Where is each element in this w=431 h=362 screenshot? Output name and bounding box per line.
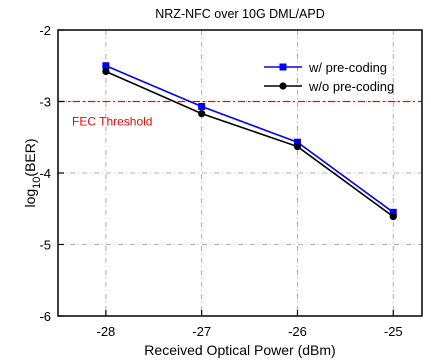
y-tick-label: -3 — [39, 95, 51, 110]
legend-item: w/ pre-coding — [264, 60, 387, 75]
y-axis-title-suffix: (BER) — [22, 138, 38, 176]
legend: w/ pre-coding w/o pre-coding — [264, 60, 394, 94]
y-tick-label: -5 — [39, 238, 51, 253]
x-tick-label: -26 — [288, 324, 307, 339]
y-tick-labels: -2 -3 -4 -5 -6 — [39, 23, 51, 324]
axis-ticks — [58, 29, 394, 317]
y-tick-label: -2 — [39, 23, 51, 38]
y-axis-title: log10(BER) — [22, 138, 43, 207]
chart-title: NRZ-NFC over 10G DML/APD — [155, 7, 324, 21]
fec-threshold: FEC Threshold — [58, 100, 422, 129]
series-line — [105, 65, 394, 213]
series-without-precoding — [102, 67, 397, 221]
x-tick-label: -28 — [96, 324, 115, 339]
legend-label: w/o pre-coding — [308, 79, 394, 94]
series-with-precoding — [102, 62, 397, 216]
data-point — [102, 62, 110, 70]
x-tick-label: -25 — [384, 324, 403, 339]
series-line — [105, 70, 394, 218]
legend-item: w/o pre-coding — [264, 79, 394, 94]
data-point — [389, 208, 397, 216]
data-point — [102, 67, 110, 76]
data-point — [389, 213, 397, 221]
fec-threshold-label: FEC Threshold — [72, 115, 152, 129]
y-tick-label: -6 — [39, 309, 51, 324]
legend-label: w/ pre-coding — [308, 60, 387, 75]
legend-marker — [279, 63, 287, 71]
x-tick-label: -27 — [192, 324, 211, 339]
data-point — [293, 138, 301, 146]
data-point — [198, 110, 206, 118]
y-axis-title-subscript: 10 — [31, 177, 43, 189]
series-layer — [102, 62, 397, 221]
data-point — [293, 142, 302, 151]
x-tick-labels: -28 -27 -26 -25 — [96, 324, 402, 339]
y-axis-title-prefix: log — [22, 189, 38, 208]
y-tick-label: -4 — [39, 166, 51, 181]
data-point — [198, 103, 206, 111]
x-axis-title: Received Optical Power (dBm) — [144, 342, 335, 358]
legend-marker — [279, 82, 287, 90]
